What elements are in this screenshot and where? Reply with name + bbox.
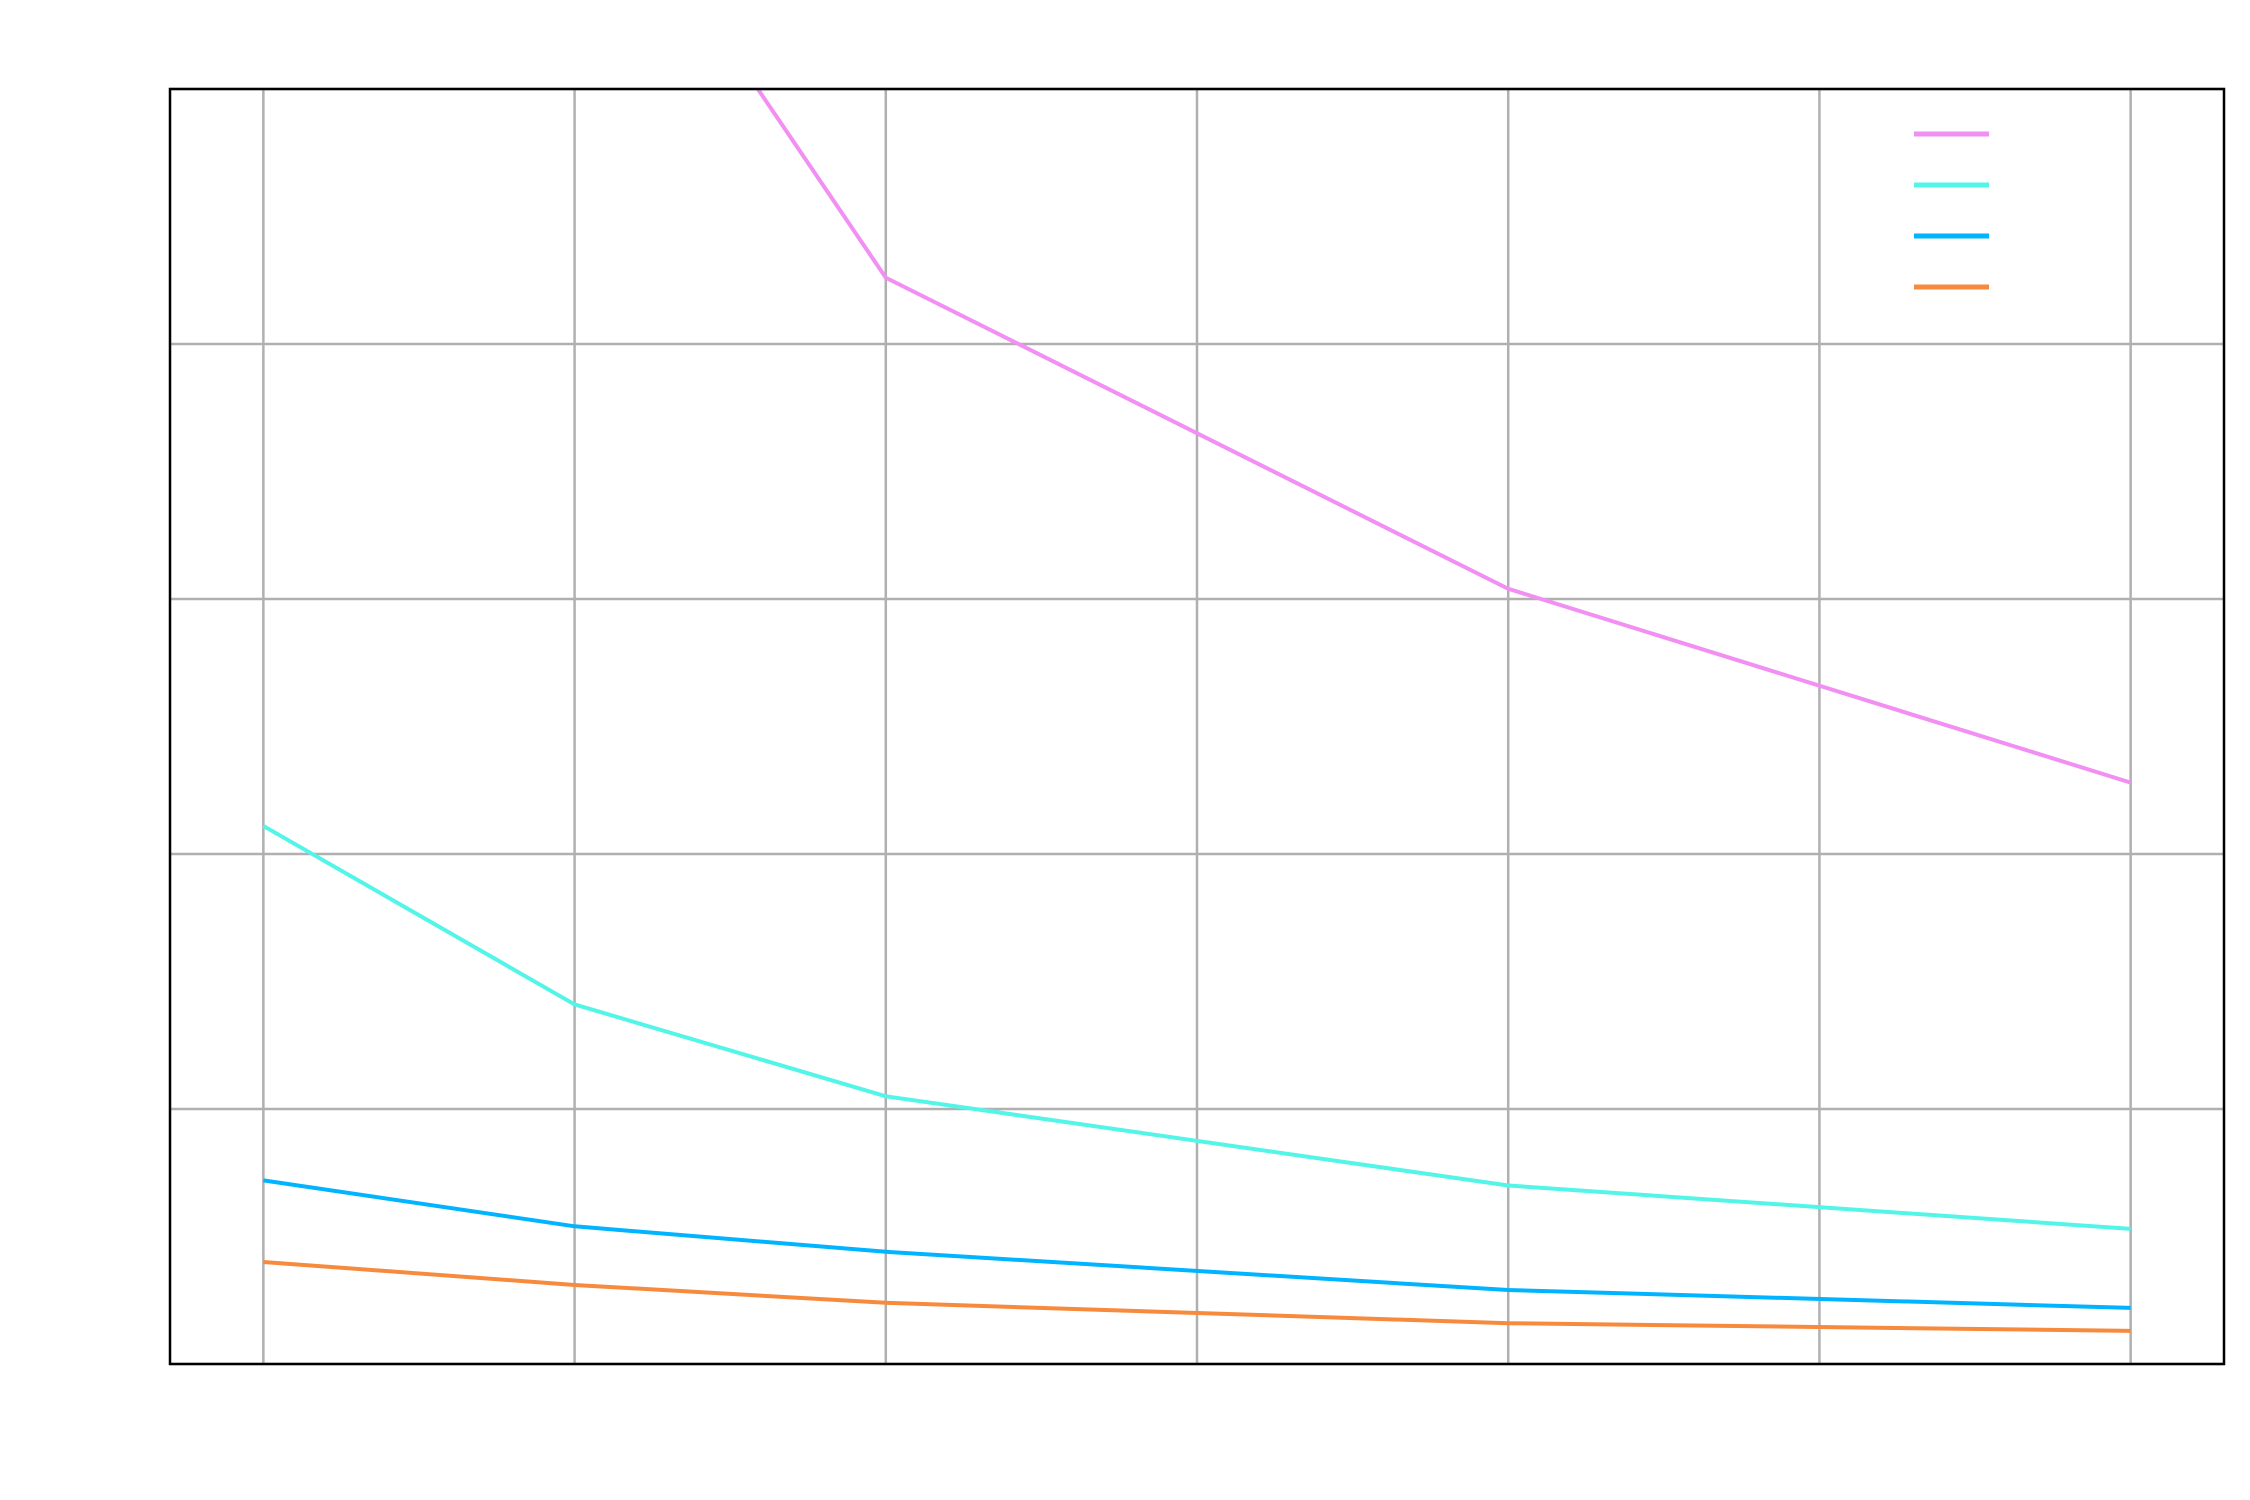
series-lines xyxy=(262,89,2132,1333)
plot-frame xyxy=(168,87,2226,1366)
legend xyxy=(1914,131,1989,290)
series-line-0 xyxy=(755,89,2132,785)
series-line-3 xyxy=(263,1260,2131,1333)
series-line-1 xyxy=(262,824,2131,1231)
grid xyxy=(170,87,2224,1366)
series-line-2 xyxy=(263,1178,2131,1310)
